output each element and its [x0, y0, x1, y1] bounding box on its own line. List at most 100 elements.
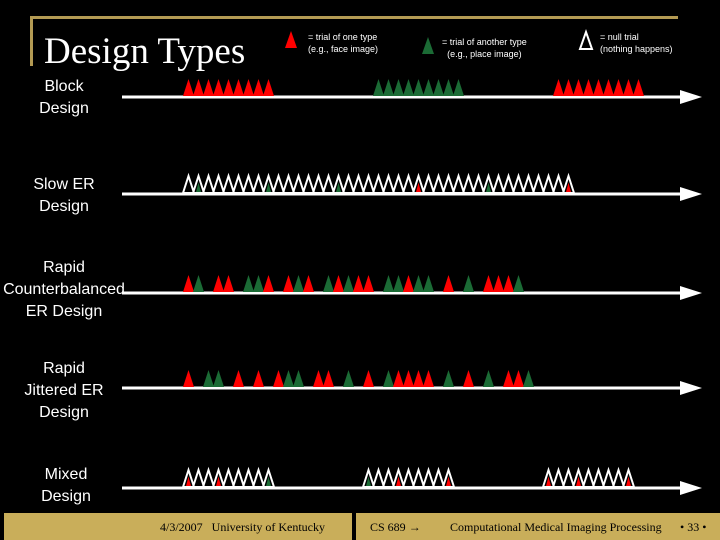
trial-green-marker — [343, 275, 354, 292]
trial-red-marker — [493, 275, 504, 292]
trial-red-marker — [623, 79, 634, 96]
row-label-line: Rapid — [43, 360, 85, 377]
trial-null-marker — [321, 172, 336, 194]
timeline-arrowhead-icon — [680, 90, 702, 104]
trial-null-marker — [261, 466, 276, 488]
trial-null-marker — [271, 172, 286, 194]
footer-date: 4/3/2007 — [160, 520, 203, 534]
trial-red-marker — [183, 275, 194, 292]
trial-null-marker — [181, 172, 196, 194]
trial-null-marker — [411, 172, 426, 194]
trial-red-marker — [223, 79, 234, 96]
footer-separator — [352, 513, 356, 540]
trial-null-marker — [431, 466, 446, 488]
trial-null-marker — [411, 466, 426, 488]
trial-green-marker — [383, 370, 394, 387]
trial-red-marker — [403, 370, 414, 387]
trial-null-marker — [591, 466, 606, 488]
trial-red-marker — [413, 370, 424, 387]
footer-date-org: 4/3/2007 University of Kentucky — [160, 520, 325, 535]
trial-green-marker — [393, 79, 404, 96]
trial-red-marker — [363, 370, 374, 387]
trial-red-marker — [273, 370, 284, 387]
row-label-line: Design — [39, 100, 89, 117]
footer-course: CS 689 → — [370, 520, 421, 535]
trial-null-marker — [541, 466, 556, 488]
trial-green-marker — [383, 275, 394, 292]
legend-green-triangle-icon — [422, 37, 434, 54]
trial-red-marker — [593, 79, 604, 96]
trial-green-marker — [433, 79, 444, 96]
trial-null-marker — [371, 172, 386, 194]
trial-null-marker — [541, 172, 556, 194]
trial-null-marker — [211, 172, 226, 194]
row-label-block: Block Design — [0, 76, 128, 120]
trial-green-marker — [513, 275, 524, 292]
trial-red-marker — [263, 275, 274, 292]
trial-red-marker — [553, 79, 564, 96]
trial-null-marker — [231, 466, 246, 488]
trial-red-marker — [253, 79, 264, 96]
trial-red-marker — [233, 370, 244, 387]
row-label-line: Design — [39, 404, 89, 421]
timeline-arrowhead-icon — [680, 187, 702, 201]
trial-red-marker — [243, 79, 254, 96]
trial-null-marker — [531, 172, 546, 194]
trial-null-marker — [451, 172, 466, 194]
legend-red-text: = trial of one type (e.g., face image) — [308, 31, 378, 55]
row-label-line: Block — [44, 78, 84, 95]
legend-green-line-1: = trial of another type — [442, 37, 527, 47]
legend-null-line-2: (nothing happens) — [600, 44, 673, 54]
trial-red-marker — [223, 275, 234, 292]
trial-green-marker — [203, 370, 214, 387]
row-label-line: Mixed — [44, 466, 88, 483]
trial-green-marker — [483, 370, 494, 387]
trial-red-marker — [353, 275, 364, 292]
row-label-line: Counterbalanced — [3, 281, 125, 298]
trial-null-marker — [231, 172, 246, 194]
legend-green-line-2: (e.g., place image) — [447, 49, 522, 59]
trial-null-marker — [471, 172, 486, 194]
trial-null-marker — [441, 466, 456, 488]
row-label-line: Rapid — [43, 259, 85, 276]
trial-green-marker — [293, 275, 304, 292]
trial-null-marker — [341, 172, 356, 194]
trial-red-marker — [283, 275, 294, 292]
trial-green-marker — [243, 275, 254, 292]
timeline-arrowhead-icon — [680, 381, 702, 395]
trial-null-marker — [571, 466, 586, 488]
trial-null-marker — [191, 466, 206, 488]
trial-red-marker — [303, 275, 314, 292]
trial-null-marker — [281, 172, 296, 194]
trial-null-marker — [441, 172, 456, 194]
trial-green-marker — [443, 370, 454, 387]
trial-red-marker — [463, 370, 474, 387]
trial-null-marker — [581, 466, 596, 488]
trial-null-marker — [311, 172, 326, 194]
trial-red-marker — [193, 79, 204, 96]
legend-green-text: = trial of another type (e.g., place ima… — [442, 36, 527, 60]
trial-red-marker — [393, 370, 404, 387]
legend-null-triangle-icon — [578, 28, 594, 50]
trial-null-marker — [421, 172, 436, 194]
trial-null-marker — [381, 172, 396, 194]
trial-red-marker — [213, 79, 224, 96]
legend-red-line-1: = trial of one type — [308, 32, 378, 42]
row-label-line: Design — [41, 488, 91, 505]
row-label-rapid-counterbalanced: Rapid Counterbalanced ER Design — [0, 257, 128, 323]
trial-green-marker — [413, 79, 424, 96]
trial-red-marker — [363, 275, 374, 292]
title-frame-top — [30, 16, 678, 19]
trial-red-marker — [583, 79, 594, 96]
trial-red-marker — [183, 370, 194, 387]
trial-null-marker — [511, 172, 526, 194]
trial-red-marker — [333, 275, 344, 292]
trial-red-marker — [263, 79, 274, 96]
row-label-slow-er: Slow ER Design — [0, 174, 128, 218]
footer-course-name: CS 689 — [370, 520, 406, 534]
footer-right-panel — [356, 513, 720, 540]
trial-null-marker — [351, 172, 366, 194]
trial-null-marker — [481, 172, 496, 194]
trial-null-marker — [221, 172, 236, 194]
